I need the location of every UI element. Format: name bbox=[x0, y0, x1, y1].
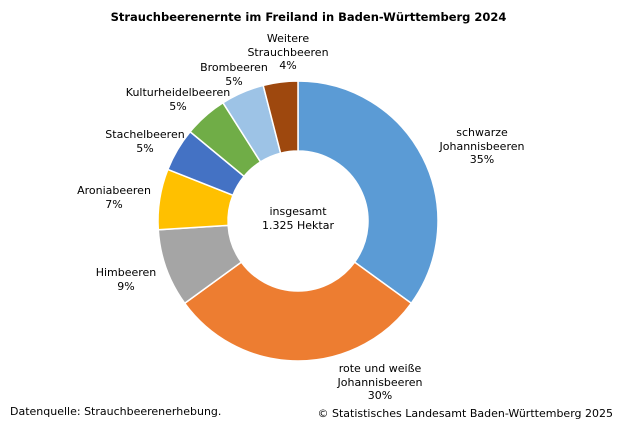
center-label-line: insgesamt bbox=[269, 205, 327, 218]
data-label-line: Stachelbeeren bbox=[105, 128, 185, 141]
chart-title: Strauchbeerenernte im Freiland in Baden-… bbox=[110, 10, 507, 24]
donut-slice-schwarze-johannisbeeren bbox=[297, 80, 439, 305]
donut-slice-weitere-strauchbeeren bbox=[262, 80, 299, 155]
center-label-line: 1.325 Hektar bbox=[262, 218, 334, 232]
data-source: Datenquelle: Strauchbeerenerhebung. bbox=[10, 405, 222, 418]
data-label-line: 5% bbox=[136, 141, 154, 155]
data-label-line: Aroniabeeren bbox=[77, 184, 151, 197]
data-label-line: schwarze bbox=[456, 126, 508, 139]
data-label-line: Himbeeren bbox=[95, 266, 157, 279]
data-label-line: Weitere bbox=[266, 32, 310, 45]
data-label-line: 35% bbox=[469, 153, 495, 166]
data-label-line: Brombeeren bbox=[200, 61, 268, 74]
data-label-line: Kulturheidelbeeren bbox=[125, 86, 231, 99]
data-label-line: Johannisbeeren bbox=[439, 139, 525, 153]
data-label: Weitere Strauchbeeren 4% bbox=[247, 32, 328, 73]
data-label: Brombeeren 5% bbox=[200, 61, 268, 88]
center-label: insgesamt 1.325 Hektar bbox=[262, 205, 334, 232]
data-label-line: 5% bbox=[169, 99, 187, 113]
copyright: © Statistisches Landesamt Baden-Württemb… bbox=[317, 407, 613, 420]
data-label-line: 9% bbox=[117, 279, 135, 293]
data-label-line: 7% bbox=[105, 197, 123, 211]
data-label-line: 30% bbox=[367, 389, 393, 402]
data-label: Aroniabeeren 7% bbox=[77, 184, 151, 211]
data-label-line: 5% bbox=[225, 74, 243, 88]
data-label: Kulturheidelbeeren 5% bbox=[126, 86, 230, 113]
data-label-line: 4% bbox=[279, 59, 297, 72]
data-label-line: Johannisbeeren bbox=[337, 375, 423, 389]
data-label-line: rote und weiße bbox=[338, 362, 422, 375]
data-label: Stachelbeeren 5% bbox=[105, 128, 184, 155]
data-label: Himbeeren 9% bbox=[96, 266, 157, 293]
donut-slice-rote-und-wei-e-johannisbeeren bbox=[183, 261, 413, 362]
data-label: rote und weiße Johannisbeeren 30% bbox=[338, 362, 423, 403]
data-label-line: Strauchbeeren bbox=[247, 45, 329, 59]
data-label: schwarze Johannisbeeren 35% bbox=[440, 126, 525, 167]
